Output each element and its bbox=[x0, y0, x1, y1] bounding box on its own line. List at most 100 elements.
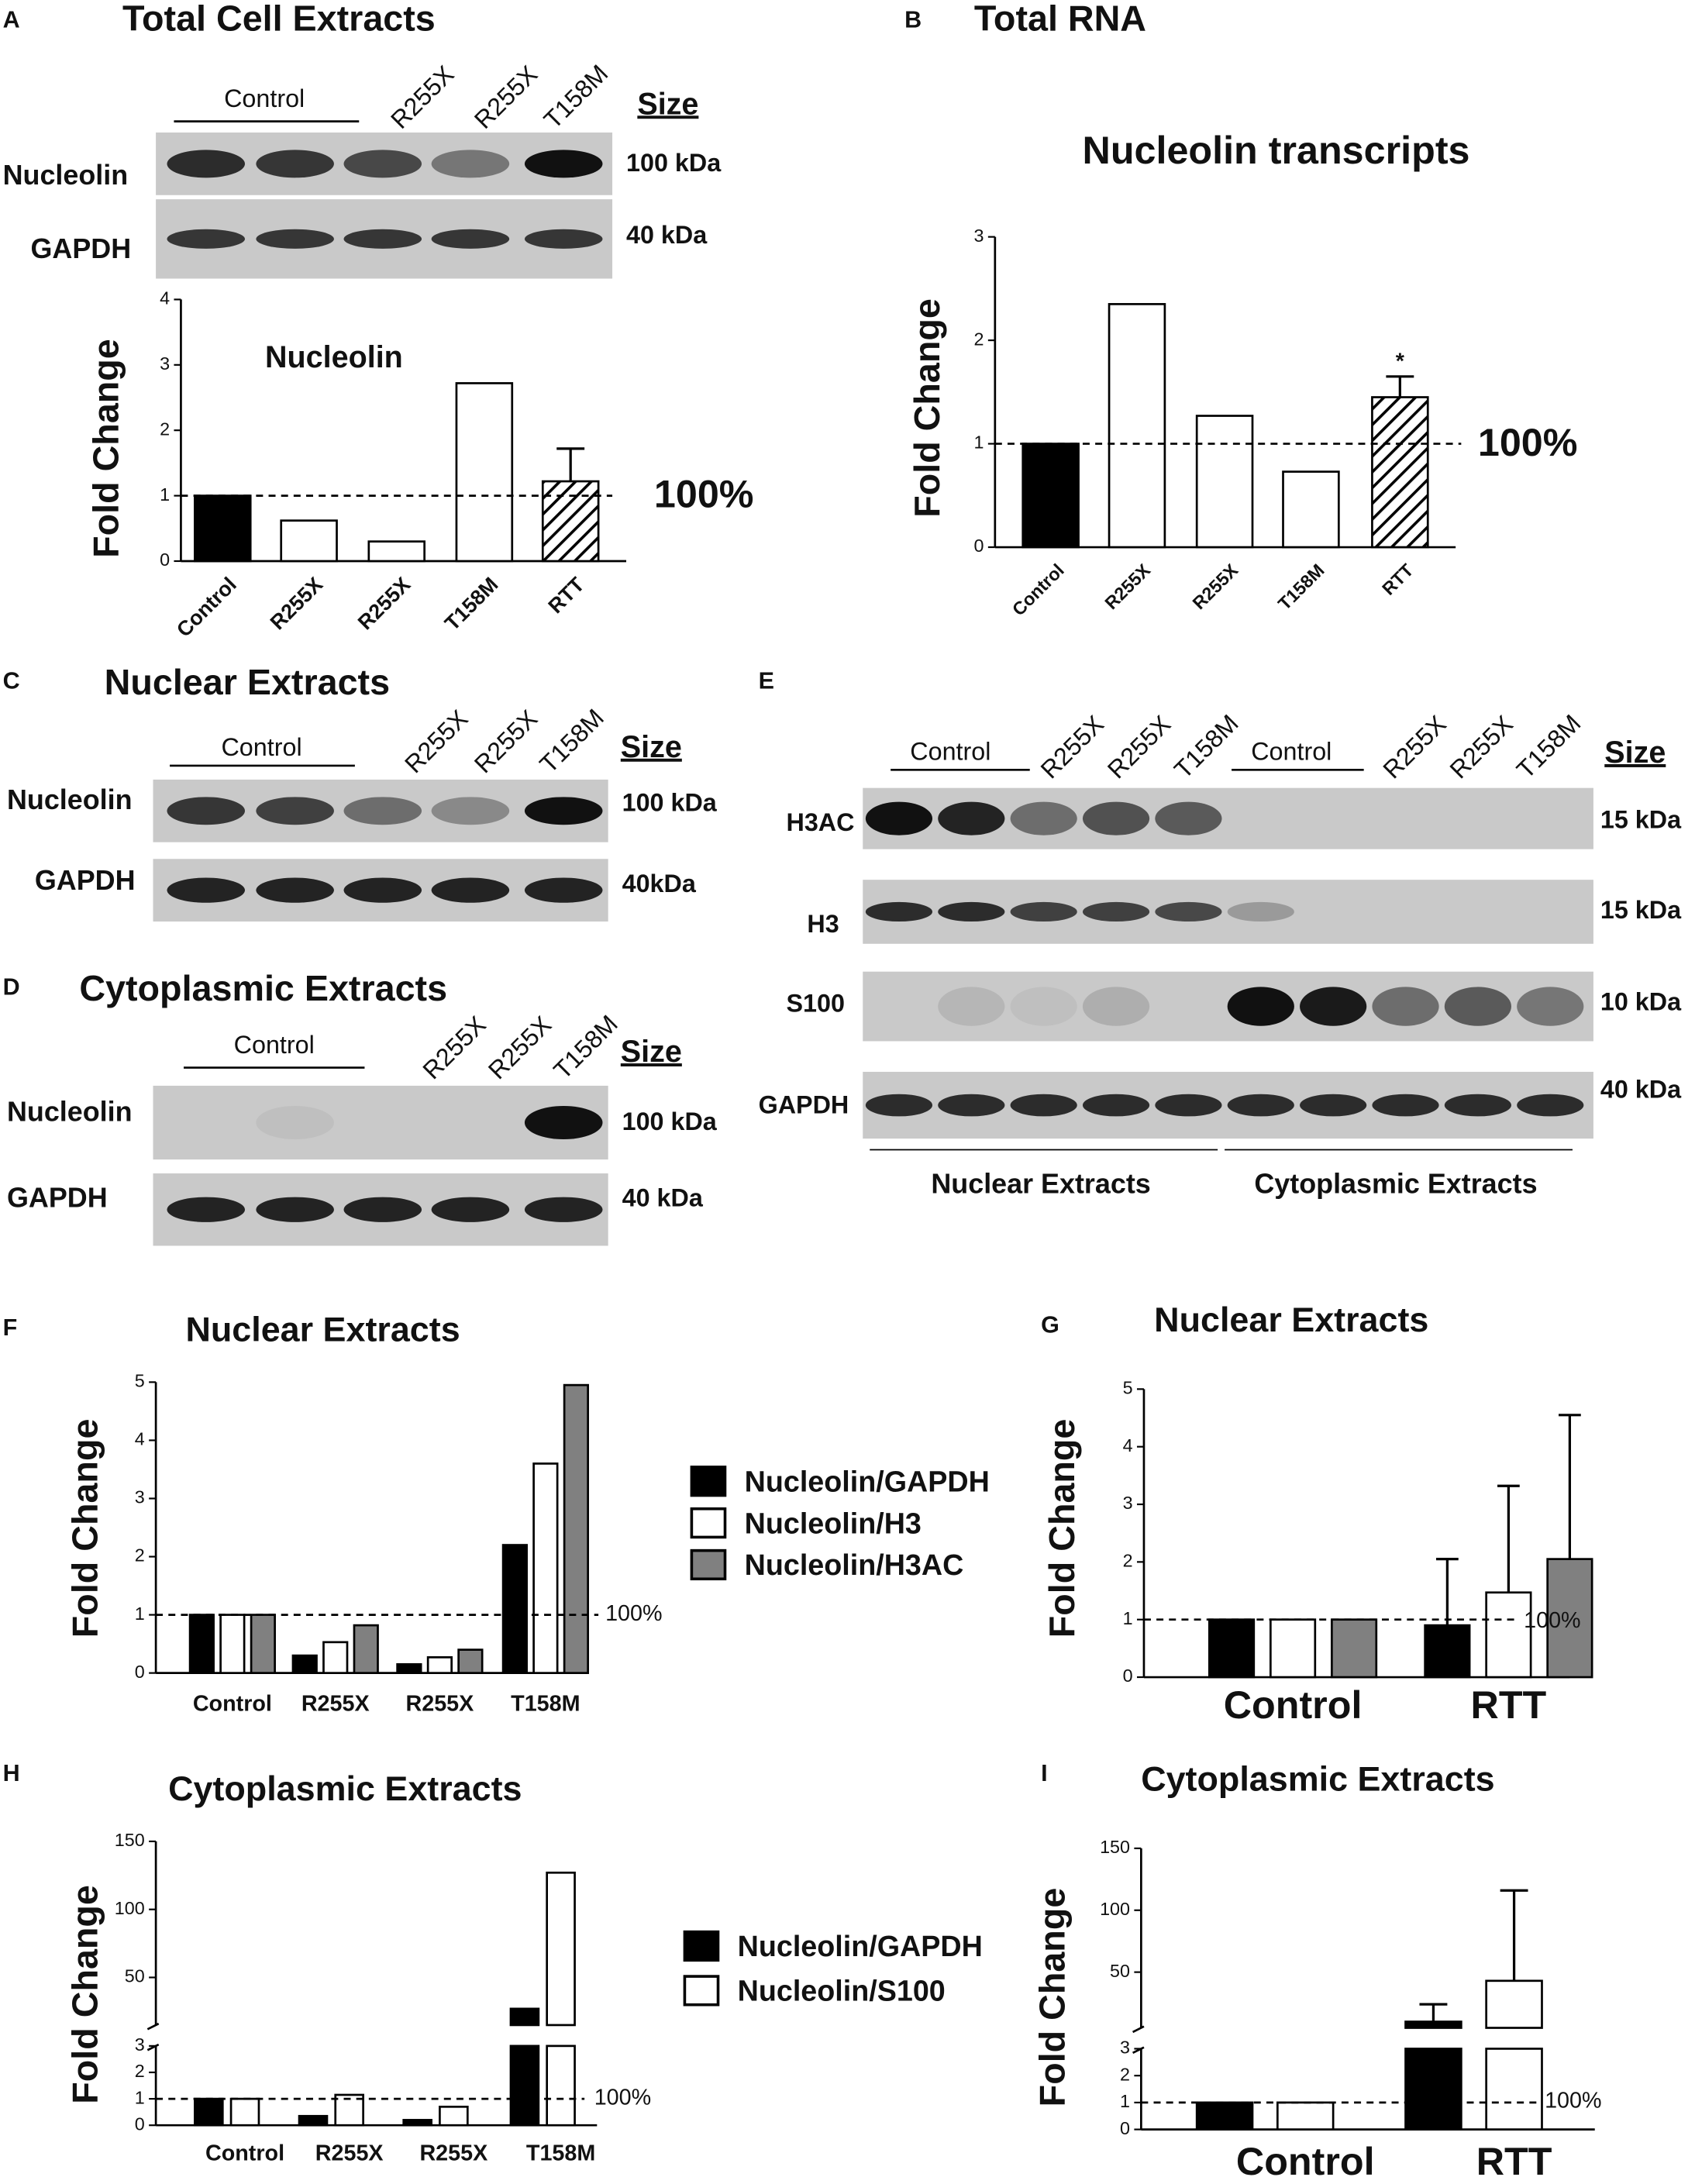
bar bbox=[1424, 1624, 1471, 1679]
y-tick-label: 4 bbox=[160, 288, 170, 308]
chart-title: Cytoplasmic Extracts bbox=[1141, 1759, 1494, 1799]
bar bbox=[367, 540, 425, 563]
x-tick-label: Control bbox=[193, 1692, 272, 1717]
size-label: 15 kDa bbox=[1600, 896, 1682, 924]
panel-letter: A bbox=[3, 6, 20, 33]
x-tick-label: T158M bbox=[440, 573, 502, 635]
y-tick-label: 5 bbox=[1123, 1378, 1133, 1398]
y-axis-label: Fold Change bbox=[1032, 1888, 1072, 2107]
bar bbox=[439, 2105, 469, 2127]
bar bbox=[194, 2097, 224, 2127]
y-axis-label: Fold Change bbox=[64, 1885, 105, 2104]
x-tick-label: Control bbox=[205, 2141, 284, 2166]
band bbox=[938, 987, 1005, 1026]
y-tick-label: 5 bbox=[135, 1371, 145, 1391]
size-label: 10 kDa bbox=[1600, 988, 1682, 1016]
bar bbox=[194, 494, 252, 563]
band bbox=[1517, 1094, 1584, 1117]
band bbox=[1300, 1094, 1367, 1117]
band bbox=[167, 877, 246, 903]
lane-label: R255X bbox=[399, 704, 473, 778]
band bbox=[343, 1197, 422, 1222]
chart-title: Nuclear Extracts bbox=[1154, 1300, 1428, 1339]
band bbox=[524, 877, 603, 903]
lane-label: T158M bbox=[548, 1010, 623, 1085]
band bbox=[256, 229, 334, 249]
x-tick-label: RTT bbox=[1476, 2139, 1552, 2183]
bar bbox=[1195, 415, 1254, 549]
band bbox=[1010, 801, 1077, 835]
band bbox=[1010, 901, 1077, 922]
band bbox=[1155, 801, 1222, 835]
lane-label: R255X bbox=[469, 704, 543, 778]
legend-label: Nucleolin/H3 bbox=[745, 1507, 922, 1539]
reference-label: 100% bbox=[1524, 1608, 1580, 1633]
size-header: Size bbox=[621, 1035, 682, 1069]
band bbox=[167, 797, 246, 825]
group-label: Control bbox=[234, 1031, 315, 1059]
legend-label: Nucleolin/S100 bbox=[738, 1975, 946, 2007]
bar bbox=[1021, 443, 1080, 549]
blot-title: Total Cell Extracts bbox=[122, 0, 436, 39]
x-tick-label: R255X bbox=[353, 573, 415, 634]
y-tick-label: 3 bbox=[160, 353, 170, 374]
legend-label: Nucleolin/GAPDH bbox=[738, 1930, 983, 1962]
reference-label: 100% bbox=[654, 472, 754, 516]
y-tick-label: 3 bbox=[135, 2034, 145, 2055]
panel-letter: B bbox=[904, 6, 922, 33]
band bbox=[1082, 901, 1150, 922]
row-label: GAPDH bbox=[35, 864, 136, 896]
bar bbox=[1282, 470, 1340, 549]
band bbox=[1444, 987, 1511, 1026]
axis-break bbox=[146, 2043, 160, 2051]
y-axis-label: Fold Change bbox=[85, 339, 126, 558]
band bbox=[343, 797, 422, 825]
band bbox=[256, 797, 334, 825]
bar bbox=[1195, 2101, 1254, 2131]
y-tick-label: 0 bbox=[135, 2113, 145, 2134]
band bbox=[1300, 987, 1367, 1026]
bar bbox=[532, 1462, 559, 1674]
y-tick-label: 3 bbox=[1123, 1493, 1133, 1513]
band bbox=[256, 877, 334, 903]
band bbox=[524, 150, 603, 178]
legend-label: Nucleolin/H3AC bbox=[745, 1548, 964, 1581]
band bbox=[524, 1197, 603, 1222]
annotation: * bbox=[1396, 349, 1405, 374]
row-label: Nucleolin bbox=[3, 159, 129, 191]
bar bbox=[1485, 1979, 1543, 2029]
band bbox=[865, 901, 933, 922]
y-axis-label: Fold Change bbox=[907, 298, 947, 518]
size-label: 100 kDa bbox=[626, 149, 722, 177]
y-tick-label: 2 bbox=[1123, 1551, 1133, 1571]
size-header: Size bbox=[1604, 735, 1666, 770]
group-label: Control bbox=[910, 737, 990, 765]
band bbox=[1444, 1094, 1511, 1117]
lane-label: R255X bbox=[1035, 710, 1109, 784]
band bbox=[1227, 901, 1294, 922]
y-tick-label: 0 bbox=[1123, 1666, 1133, 1686]
panel-letter: F bbox=[3, 1314, 18, 1341]
legend-swatch bbox=[690, 1548, 727, 1581]
y-tick-label: 1 bbox=[1123, 1608, 1133, 1628]
bar bbox=[546, 2044, 576, 2127]
bar bbox=[546, 1871, 576, 2027]
band bbox=[1082, 987, 1150, 1026]
bar bbox=[280, 519, 338, 563]
x-tick-label: T158M bbox=[1274, 560, 1328, 614]
reference-label: 100% bbox=[1545, 2088, 1601, 2113]
chart-title: Nucleolin transcripts bbox=[1083, 128, 1470, 172]
x-tick-label: R255X bbox=[266, 573, 327, 634]
band bbox=[1010, 1094, 1077, 1117]
size-label: 40kDa bbox=[622, 870, 697, 897]
bar bbox=[457, 1648, 484, 1674]
x-tick-label: T158M bbox=[526, 2141, 595, 2166]
reference-label: 100% bbox=[594, 2086, 651, 2110]
band bbox=[1155, 1094, 1222, 1117]
size-label: 40 kDa bbox=[622, 1184, 704, 1212]
bar bbox=[1485, 1591, 1532, 1679]
y-tick-label: 1 bbox=[973, 432, 984, 453]
x-tick-label: RTT bbox=[1471, 1683, 1547, 1727]
band bbox=[1227, 987, 1294, 1026]
band bbox=[1155, 901, 1222, 922]
